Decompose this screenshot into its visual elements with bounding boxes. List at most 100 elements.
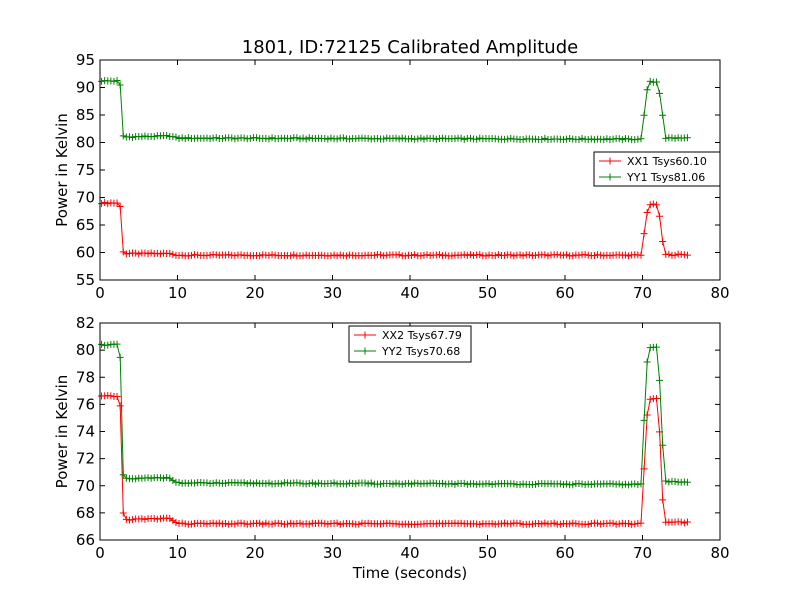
data-marker	[119, 471, 127, 479]
x-tick-label: 40	[400, 284, 419, 302]
data-marker	[237, 251, 245, 259]
data-marker	[640, 416, 648, 424]
data-marker	[98, 200, 106, 208]
data-marker	[339, 134, 347, 142]
data-marker	[615, 135, 623, 143]
data-marker	[156, 250, 164, 258]
data-marker	[231, 520, 239, 528]
plots-group: 0 10 20 30 40 50 60 70 80 55 60 65 70 75 80 85 90 95 Power…	[53, 51, 730, 562]
data-marker	[652, 78, 660, 86]
data-marker	[501, 251, 509, 259]
data-marker	[683, 478, 691, 486]
data-marker	[637, 135, 645, 143]
data-marker	[147, 474, 155, 482]
data-marker	[510, 252, 518, 260]
data-marker	[541, 251, 549, 259]
data-marker	[240, 520, 248, 528]
data-marker	[414, 479, 422, 487]
data-marker	[113, 199, 121, 207]
data-marker	[274, 479, 282, 487]
data-marker	[392, 479, 400, 487]
series-markers-1-1	[98, 198, 691, 260]
data-marker	[191, 479, 199, 487]
x-tick-label: 40	[400, 544, 419, 562]
series-markers-1-2	[98, 76, 691, 144]
data-marker	[656, 376, 664, 384]
data-marker	[668, 134, 676, 142]
data-marker	[683, 518, 691, 526]
data-marker	[466, 251, 474, 259]
data-marker	[584, 520, 592, 528]
data-marker	[116, 353, 124, 361]
data-marker	[184, 134, 192, 142]
series-line-2-2	[101, 343, 688, 486]
plot-panel-1: 0 10 20 30 40 50 60 70 80 55 60 65 70 75 80 85 90 95 Power…	[53, 51, 730, 302]
y-tick-label: 75	[76, 161, 95, 179]
x-tick-label: 80	[710, 284, 729, 302]
data-marker	[132, 249, 140, 257]
data-marker	[150, 514, 158, 522]
data-marker	[330, 251, 338, 259]
data-marker	[578, 134, 586, 142]
y-tick-label: 65	[76, 216, 95, 234]
y-tick-label: 72	[76, 450, 95, 468]
data-marker	[194, 251, 202, 259]
x-tick-label: 20	[245, 544, 264, 562]
data-marker	[256, 519, 264, 527]
y-tick-label: 95	[76, 51, 95, 69]
x-tick-label: 70	[633, 544, 652, 562]
y-tick-label: 70	[76, 477, 95, 495]
data-marker	[302, 135, 310, 143]
data-marker	[476, 520, 484, 528]
data-marker	[621, 480, 629, 488]
data-marker	[649, 200, 657, 208]
data-marker	[646, 395, 654, 403]
data-marker	[246, 479, 254, 487]
x-tick-label: 30	[323, 544, 342, 562]
data-marker	[305, 479, 313, 487]
data-marker	[507, 520, 515, 528]
data-marker	[178, 519, 186, 527]
data-marker	[473, 135, 481, 143]
data-marker	[590, 251, 598, 259]
data-marker	[550, 519, 558, 527]
data-marker	[680, 519, 688, 527]
data-marker	[330, 479, 338, 487]
data-marker	[485, 480, 493, 488]
data-marker	[377, 480, 385, 488]
data-marker	[448, 252, 456, 260]
data-marker	[392, 134, 400, 142]
y-tick-label: 68	[76, 504, 95, 522]
data-marker	[398, 480, 406, 488]
data-marker	[671, 477, 679, 485]
y-axis-title-1: Power in Kelvin	[53, 113, 71, 227]
x-tick-label: 60	[555, 544, 574, 562]
data-marker	[166, 249, 174, 257]
data-marker	[538, 520, 546, 528]
data-marker	[333, 252, 341, 260]
legend-marker	[606, 157, 614, 165]
data-marker	[135, 250, 143, 258]
data-marker	[646, 77, 654, 85]
data-marker	[466, 134, 474, 142]
data-marker	[101, 198, 109, 206]
data-marker	[346, 135, 354, 143]
data-marker	[429, 134, 437, 142]
data-marker	[222, 479, 230, 487]
y-tick-label: 90	[76, 79, 95, 97]
data-marker	[637, 251, 645, 259]
data-marker	[615, 480, 623, 488]
data-marker	[566, 134, 574, 142]
data-marker	[563, 251, 571, 259]
data-marker	[656, 212, 664, 220]
data-marker	[442, 251, 450, 259]
data-marker	[559, 251, 567, 259]
data-marker	[578, 480, 586, 488]
data-marker	[460, 479, 468, 487]
x-tick-label: 30	[323, 284, 342, 302]
data-marker	[253, 134, 261, 142]
data-marker	[485, 251, 493, 259]
data-marker	[327, 134, 335, 142]
data-marker	[367, 479, 375, 487]
data-marker	[435, 251, 443, 259]
